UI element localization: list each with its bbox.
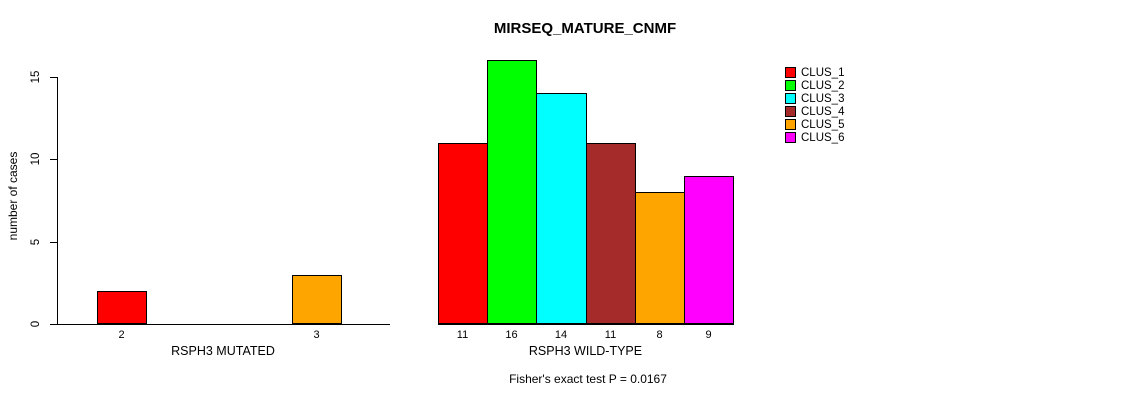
bar-clus_6 — [684, 176, 734, 324]
bar-clus_1 — [97, 291, 147, 324]
bar-value-label: 14 — [554, 329, 568, 341]
legend-label: CLUS_2 — [801, 79, 845, 92]
legend-swatch-clus_5 — [785, 119, 796, 130]
legend-swatch-clus_6 — [785, 132, 796, 143]
legend-label: CLUS_5 — [801, 118, 845, 131]
bar-value-label: 8 — [656, 329, 663, 341]
bar-value-label: 3 — [313, 329, 320, 341]
bar-clus_1 — [438, 143, 488, 324]
x-baseline — [438, 324, 734, 325]
bar-value-label: 11 — [604, 329, 617, 341]
bar-value-label: 16 — [505, 329, 518, 341]
legend-label: CLUS_1 — [801, 66, 845, 79]
group-label: RSPH3 WILD-TYPE — [528, 344, 643, 358]
y-tick-mark — [50, 77, 57, 78]
chart-title: MIRSEQ_MATURE_CNMF — [493, 20, 677, 37]
legend-swatch-clus_3 — [785, 93, 796, 104]
legend-label: CLUS_4 — [801, 105, 845, 118]
bar-clus_5 — [635, 192, 685, 324]
legend-label: CLUS_6 — [801, 131, 845, 144]
group-label: RSPH3 MUTATED — [171, 344, 275, 358]
y-axis-line — [57, 77, 58, 325]
bar-value-label: 2 — [118, 329, 125, 341]
bar-clus_4 — [586, 143, 636, 324]
bar-clus_5 — [292, 275, 342, 324]
y-tick-mark — [50, 324, 57, 325]
y-tick-mark — [50, 242, 57, 243]
legend-swatch-clus_2 — [785, 80, 796, 91]
legend-swatch-clus_1 — [785, 67, 796, 78]
annotation-text: Fisher's exact test P = 0.0167 — [509, 372, 667, 386]
legend-swatch-clus_4 — [785, 106, 796, 117]
legend-label: CLUS_3 — [801, 92, 845, 105]
bar-value-label: 9 — [705, 329, 712, 341]
x-baseline — [57, 324, 390, 325]
bar-clus_3 — [536, 93, 587, 324]
y-tick-mark — [50, 159, 57, 160]
bar-value-label: 11 — [456, 329, 469, 341]
